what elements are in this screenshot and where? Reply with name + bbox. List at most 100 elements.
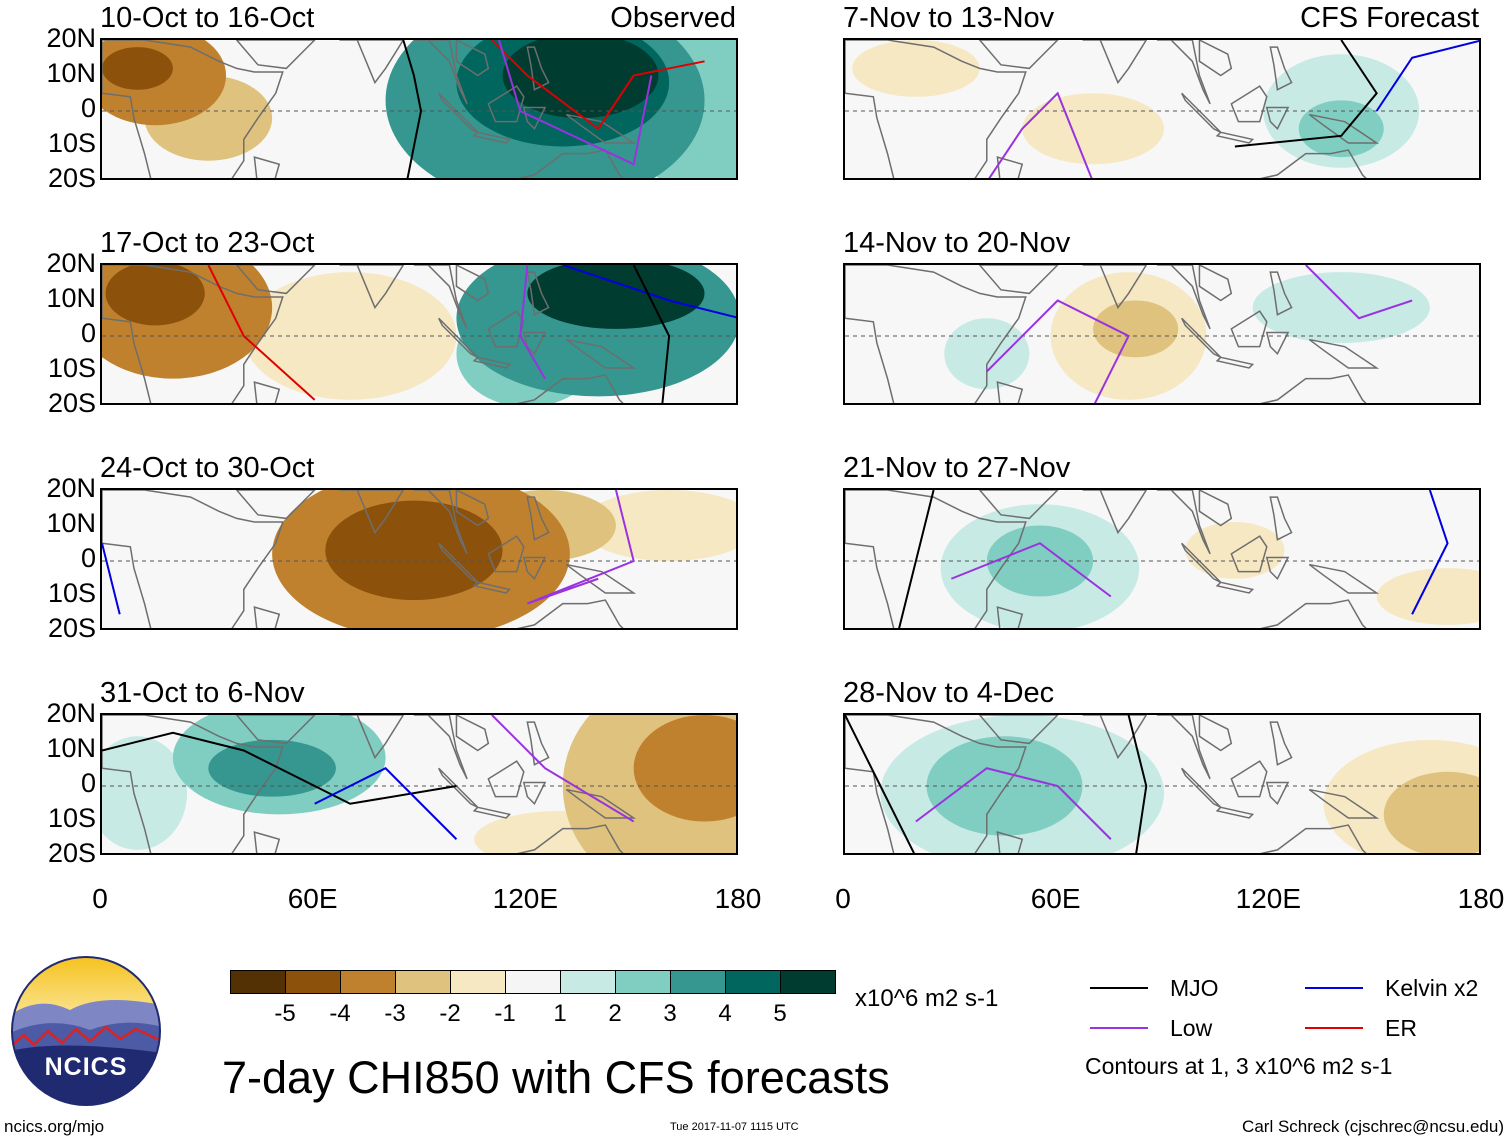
wave-contour	[314, 767, 458, 840]
coastline	[978, 265, 1059, 295]
coastline	[455, 490, 490, 527]
coastline	[1082, 40, 1148, 85]
panel-title: 31-Oct to 6-Nov	[100, 677, 305, 709]
colorbar-swatch	[340, 970, 396, 994]
coastline	[526, 46, 550, 91]
anomaly-region	[852, 40, 980, 97]
y-tick-label: 20S	[47, 613, 96, 643]
coastline	[1156, 490, 1211, 555]
y-tick-label: 20S	[47, 388, 96, 418]
coastline	[102, 490, 284, 628]
coastline	[565, 563, 637, 594]
y-tick-label: 10N	[46, 283, 96, 313]
chart-title: 7-day CHI850 with CFS forecasts	[222, 1052, 890, 1103]
wave-contour	[1375, 40, 1479, 112]
wave-contour	[1234, 40, 1378, 148]
coastline	[565, 338, 637, 369]
coastline	[487, 760, 525, 798]
coastline	[1269, 496, 1293, 541]
x-tick-label: 180	[1457, 883, 1505, 914]
wave-contour	[402, 40, 423, 178]
logo-text: NCICS	[44, 1053, 128, 1081]
panel-title: 17-Oct to 23-Oct	[100, 227, 315, 259]
legend-label: MJO	[1170, 975, 1219, 1001]
wave-contour	[491, 40, 705, 131]
coastline	[522, 781, 547, 806]
coastline	[1181, 92, 1222, 133]
colorbar-swatch	[725, 970, 781, 994]
panel-source-label: CFS Forecast	[1300, 2, 1479, 34]
coastline	[978, 40, 1059, 70]
coastline	[102, 715, 284, 853]
coastline	[1265, 106, 1290, 131]
anomaly-region	[1252, 272, 1430, 344]
coastline	[1198, 715, 1233, 752]
wave-contour	[562, 265, 736, 319]
anomaly-region	[926, 736, 1083, 836]
coastline	[996, 381, 1024, 403]
wave-contour	[519, 265, 546, 380]
footer-timestamp: Tue 2017-11-07 1115 UTC	[670, 1121, 799, 1133]
coastline	[1198, 490, 1233, 527]
anomaly-region	[102, 736, 188, 850]
legend-note: Contours at 1, 3 x10^6 m2 s-1	[1085, 1053, 1393, 1079]
wave-contour	[950, 542, 1112, 598]
footer-url: ncics.org/mjo	[4, 1117, 105, 1136]
coastline	[996, 831, 1024, 853]
wave-contour	[915, 767, 1112, 840]
coastline	[517, 374, 624, 403]
y-tick-label: 20N	[46, 23, 96, 53]
colorbar-tick-label: 3	[663, 1000, 677, 1027]
coastline	[845, 490, 1027, 628]
coastline	[845, 265, 1027, 403]
coastline	[517, 599, 624, 628]
wave-contour	[207, 265, 316, 401]
panel-title: 28-Nov to 4-Dec	[843, 677, 1055, 709]
coastline	[1156, 265, 1211, 330]
coastline	[1215, 581, 1255, 594]
wave-contour	[1127, 715, 1148, 853]
coastline	[1308, 338, 1380, 369]
coastline	[438, 317, 479, 358]
x-tick-label: 120E	[1235, 883, 1302, 914]
coastline	[1308, 788, 1380, 819]
coastline	[565, 788, 637, 819]
coastline	[996, 606, 1024, 628]
coastline	[253, 606, 281, 628]
coastline	[235, 490, 316, 520]
coastline	[339, 265, 405, 310]
colorbar-tick-label: -1	[494, 1000, 516, 1027]
colorbar-tick-label: -3	[384, 1000, 406, 1027]
y-tick-label: 20S	[47, 163, 96, 193]
wave-contour	[988, 91, 1093, 178]
coastline	[1260, 149, 1367, 178]
coastline	[413, 715, 468, 780]
coastline	[235, 265, 316, 295]
colorbar-swatch	[285, 970, 341, 994]
map-panel	[843, 263, 1481, 405]
map-panel	[843, 488, 1481, 630]
x-tick-label: 0	[92, 883, 108, 914]
anomaly-region	[325, 500, 503, 601]
anomaly-region	[1383, 771, 1479, 853]
coastline	[1230, 85, 1268, 123]
coastline	[1215, 131, 1255, 144]
coastline	[1260, 374, 1367, 403]
x-tick-label: 0	[835, 883, 851, 914]
coastline	[978, 490, 1059, 520]
ncics-logo: NCICS	[10, 955, 162, 1107]
x-tick-label: 60E	[287, 883, 338, 914]
y-tick-label: 10S	[47, 353, 96, 383]
coastline	[438, 92, 479, 133]
y-tick-label: 10N	[46, 508, 96, 538]
y-tick-label: 10S	[47, 578, 96, 608]
coastline	[1308, 563, 1380, 594]
coastline	[1308, 113, 1380, 144]
coastline	[517, 824, 624, 853]
coastline	[565, 113, 637, 144]
coastline	[1265, 331, 1290, 356]
y-tick-label: 20S	[47, 838, 96, 868]
colorbar-tick-label: 2	[608, 1000, 622, 1027]
colorbar-swatch	[505, 970, 561, 994]
y-tick-label: 10N	[46, 58, 96, 88]
